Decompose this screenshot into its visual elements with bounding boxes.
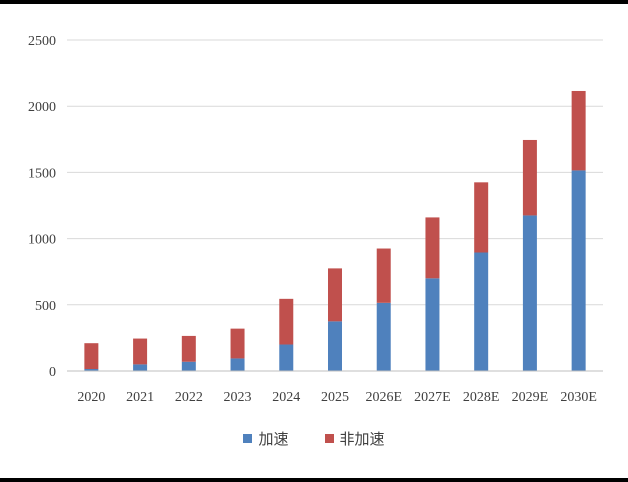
bar-accelerated <box>425 278 440 371</box>
y-tick-label: 2500 <box>28 34 56 49</box>
bar-accelerated <box>571 170 586 371</box>
x-tick-label: 2030E <box>560 390 597 405</box>
x-tick-label: 2021 <box>126 390 154 405</box>
bar-non-accelerated <box>181 335 196 362</box>
bar-accelerated <box>181 361 196 371</box>
bar-accelerated <box>84 369 99 371</box>
bar-non-accelerated <box>328 268 342 322</box>
x-tick-label: 2022 <box>175 390 203 405</box>
legend-swatch-accelerated <box>243 434 253 443</box>
bars <box>84 90 586 371</box>
bar-accelerated <box>133 364 148 371</box>
y-tick-label: 1500 <box>28 166 56 181</box>
legend-item-accelerated: 加速 <box>243 428 289 449</box>
bar-non-accelerated <box>376 248 391 303</box>
x-tick-label: 2020 <box>77 390 105 405</box>
legend-item-non-accelerated: 非加速 <box>324 428 385 449</box>
legend-swatch-non-accelerated <box>324 434 334 443</box>
bar-accelerated <box>328 321 342 371</box>
bar-accelerated <box>522 215 537 371</box>
bar-non-accelerated <box>425 217 440 279</box>
legend-label-non-accelerated: 非加速 <box>339 430 385 448</box>
bar-non-accelerated <box>230 328 245 359</box>
bar-non-accelerated <box>84 343 99 370</box>
bottom-border <box>0 478 628 482</box>
gridlines <box>67 39 603 306</box>
top-border <box>0 0 628 4</box>
x-tick-label: 2026E <box>365 390 402 405</box>
bar-non-accelerated <box>571 90 586 171</box>
legend: 加速 非加速 <box>0 428 628 449</box>
bar-accelerated <box>376 302 391 371</box>
x-tick-label: 2027E <box>414 390 451 405</box>
x-axis-ticks: 2020 2021 2022 2023 2024 2025 2026E 2027E 2028E 2… <box>77 390 597 405</box>
bar-accelerated <box>230 358 245 371</box>
y-axis-ticks: 0 500 1000 1500 2000 2500 <box>28 34 56 380</box>
bar-non-accelerated <box>279 298 294 345</box>
y-tick-label: 500 <box>35 299 56 314</box>
x-tick-label: 2028E <box>463 390 500 405</box>
x-tick-label: 2023 <box>224 390 252 405</box>
x-tick-label: 2024 <box>272 390 300 405</box>
y-tick-label: 2000 <box>28 100 56 115</box>
bar-non-accelerated <box>133 338 148 365</box>
x-tick-label: 2025 <box>321 390 349 405</box>
bar-non-accelerated <box>522 139 537 216</box>
bar-non-accelerated <box>474 182 489 253</box>
y-tick-label: 0 <box>49 365 56 380</box>
legend-label-accelerated: 加速 <box>258 430 289 448</box>
y-tick-label: 1000 <box>28 233 56 248</box>
bar-accelerated <box>474 252 489 371</box>
bar-accelerated <box>279 344 294 371</box>
x-tick-label: 2029E <box>512 390 549 405</box>
